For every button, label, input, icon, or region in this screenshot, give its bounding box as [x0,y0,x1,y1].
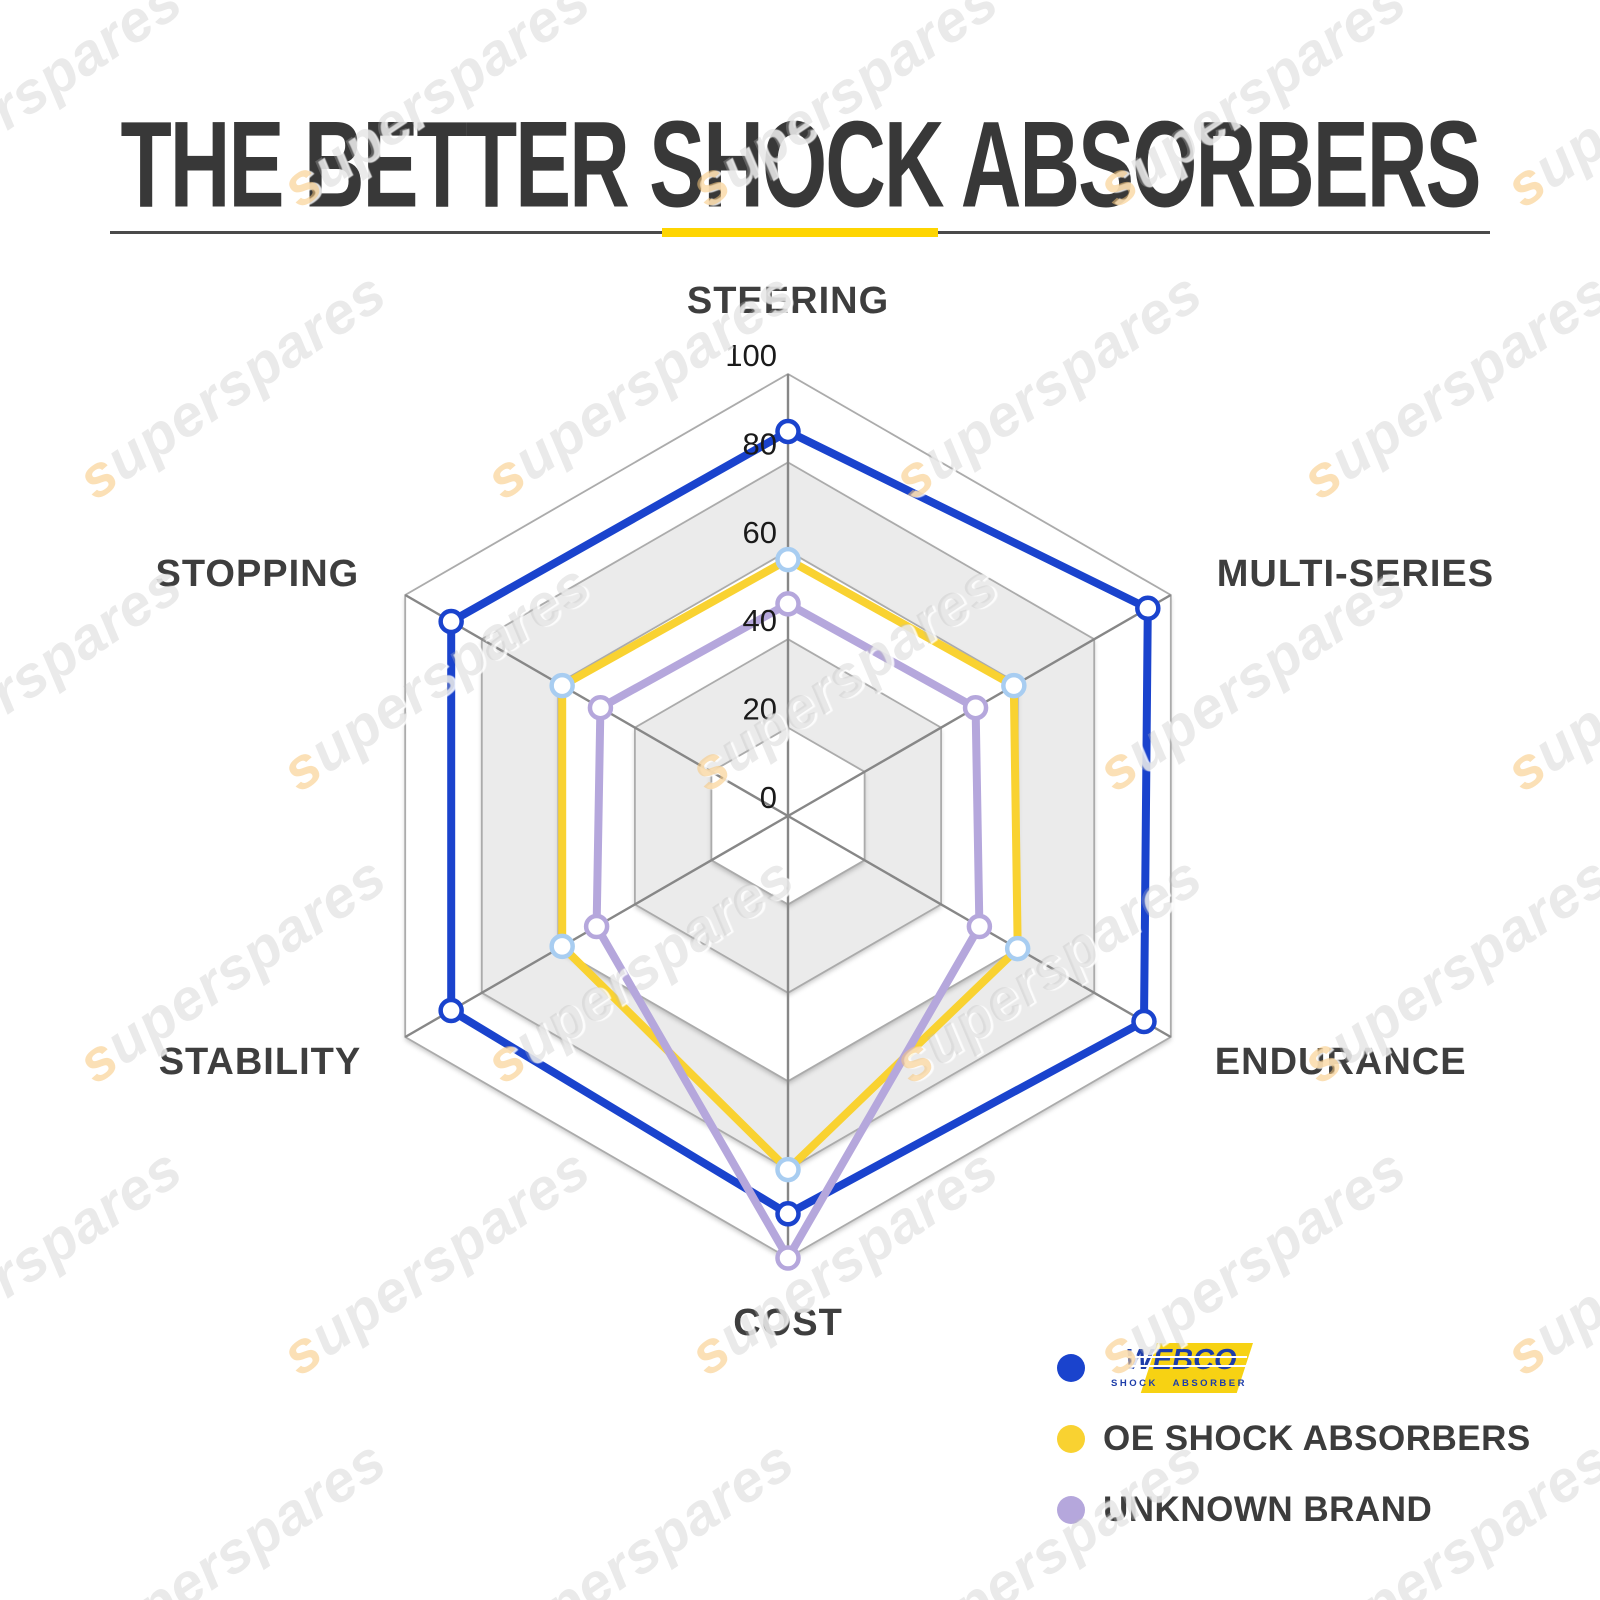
webco-logo-subtext: SHOCK ABSORBER [1111,1376,1247,1389]
page-title: THE BETTER SHOCK ABSORBERS [120,95,1482,233]
webco-logo-stripe [1109,1355,1247,1358]
radar-series-polygons [438,418,1161,1271]
axis-label-endurance: ENDURANCE [1215,1041,1467,1083]
svg-text:80: 80 [743,426,777,461]
legend-dot-oe [1057,1424,1085,1453]
axis-label-stopping: STOPPING [156,553,360,595]
legend-row-unknown: UNKNOWN BRAND [1057,1474,1531,1545]
legend-label-unknown: UNKNOWN BRAND [1103,1489,1433,1529]
svg-text:100: 100 [725,338,777,373]
legend-row-oe: OE SHOCK ABSORBERS [1057,1403,1531,1474]
title-divider-accent [662,228,938,237]
webco-logo-wordmark: WEBCO [1125,1343,1237,1376]
svg-text:0: 0 [760,780,777,815]
svg-text:60: 60 [743,515,777,550]
webco-logo-stripe [1109,1364,1247,1367]
axis-label-multi-series: MULTI-SERIES [1217,553,1494,595]
webco-logo-subtext-right: ABSORBER [1172,1377,1247,1389]
radar-category-labels: STEERING MULTI-SERIES ENDURANCE COST STABILI… [156,280,1494,1344]
axis-label-stability: STABILITY [159,1041,362,1083]
chart-legend: WEBCO SHOCK ABSORBER OE SHOCK ABSORBERS … [1057,1332,1531,1545]
legend-label-oe: OE SHOCK ABSORBERS [1103,1418,1531,1458]
svg-text:20: 20 [743,692,777,727]
legend-dot-webco [1057,1353,1085,1382]
legend-row-webco: WEBCO SHOCK ABSORBER [1057,1332,1531,1403]
legend-dot-unknown [1057,1495,1085,1524]
svg-text:40: 40 [743,603,777,638]
radar-tick-labels: 0 20 40 60 80 100 [725,338,777,815]
axis-label-cost: COST [733,1302,843,1344]
axis-label-steering: STEERING [687,280,889,322]
webco-logo-subtext-left: SHOCK [1111,1377,1158,1389]
webco-logo: WEBCO SHOCK ABSORBER [1103,1342,1253,1393]
